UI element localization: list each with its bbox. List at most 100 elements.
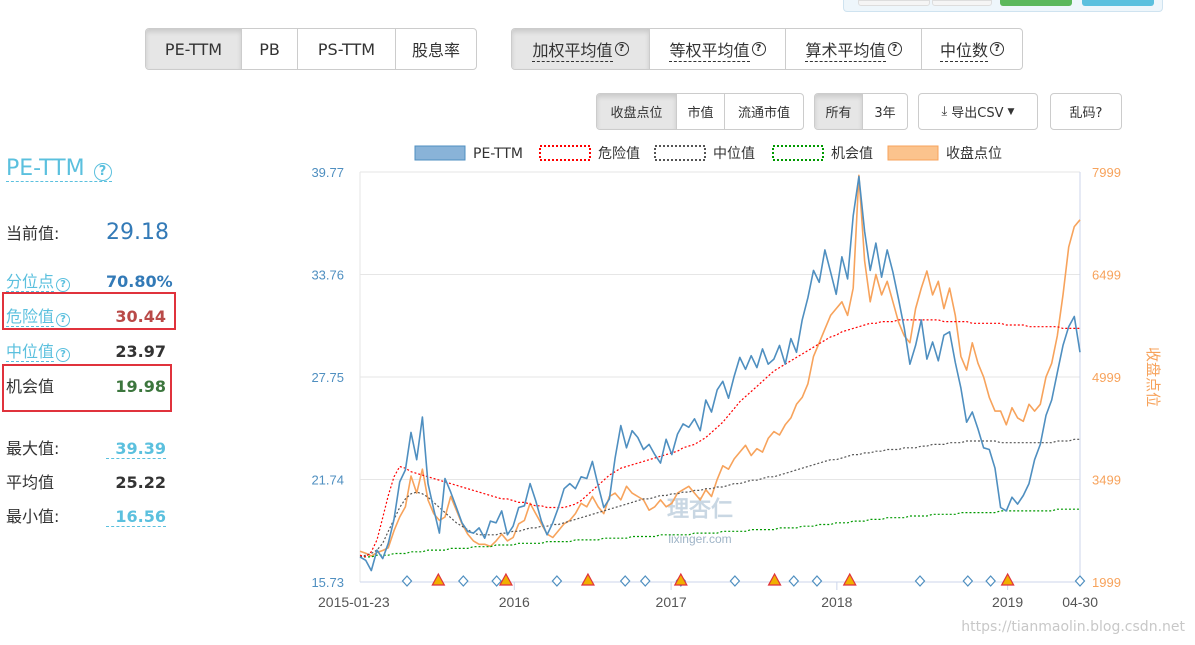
garbled-text-button[interactable]: 乱码? <box>1050 93 1122 130</box>
chance-label: 机会值 <box>6 377 55 396</box>
legend-label-4: 收盘点位 <box>946 145 1002 162</box>
highlight-box-danger <box>2 292 176 330</box>
warning-marker <box>673 572 688 586</box>
help-icon[interactable]: ? <box>887 42 902 56</box>
help-icon[interactable]: ? <box>56 313 71 327</box>
min-value[interactable]: 16.56 <box>106 507 166 527</box>
median-row: 中位值? 23.97 <box>6 338 166 362</box>
help-icon[interactable]: ? <box>751 42 766 56</box>
left-axis-tick-label: 33.76 <box>311 268 344 283</box>
tab-median[interactable]: 中位数? <box>922 29 1022 69</box>
right-axis-tick-label: 3499 <box>1092 473 1121 488</box>
help-icon[interactable]: ? <box>93 163 112 181</box>
stub-button-1[interactable] <box>858 0 930 6</box>
metric-title[interactable]: PE-TTM ? <box>6 156 112 182</box>
info-marker <box>962 575 974 587</box>
info-marker <box>985 575 996 587</box>
toggle-float-market-cap[interactable]: 流通市值 <box>737 106 790 121</box>
range-all[interactable]: 所有 <box>815 94 863 129</box>
toggle-market-cap[interactable]: 市值 <box>677 94 725 129</box>
current-value: 29.18 <box>106 220 169 245</box>
tab-equal-weight-avg-label: 等权平均值 <box>669 37 750 62</box>
x-axis-tick-label: 2019 <box>992 594 1023 610</box>
top-toolbar-stub <box>843 0 1163 12</box>
range-toggle: 所有 3年 <box>814 93 908 130</box>
x-axis-tick-label: 2018 <box>821 594 852 610</box>
tab-pb[interactable]: PB <box>242 29 298 69</box>
help-icon[interactable]: ? <box>614 42 629 56</box>
info-marker <box>619 575 631 587</box>
danger-row: 危险值? 30.44 <box>6 303 166 327</box>
series-line-4 <box>359 174 1081 557</box>
info-marker <box>729 575 741 587</box>
info-marker <box>914 575 926 587</box>
left-axis-tick-label: 39.77 <box>311 165 344 180</box>
min-row: 最小值: 16.56 <box>6 503 166 527</box>
info-marker <box>639 575 651 587</box>
legend-swatch-3 <box>772 145 824 161</box>
range-3y[interactable]: 3年 <box>874 106 896 121</box>
left-axis-tick-label: 15.73 <box>311 575 344 590</box>
avg-value: 25.22 <box>115 473 166 492</box>
legend-label-2: 中位值 <box>713 146 755 162</box>
danger-label[interactable]: 危险值 <box>6 307 55 327</box>
max-row: 最大值: 39.39 <box>6 435 166 459</box>
legend-label-1: 危险值 <box>598 146 640 162</box>
weight-tabs: 加权平均值? 等权平均值? 算术平均值? 中位数? <box>511 28 1023 70</box>
warning-marker <box>431 572 446 586</box>
warning-marker <box>767 572 782 586</box>
tab-equal-weight-avg[interactable]: 等权平均值? <box>650 29 786 69</box>
help-icon[interactable]: ? <box>990 42 1004 56</box>
max-value[interactable]: 39.39 <box>106 439 166 459</box>
tab-weighted-avg-label: 加权平均值 <box>532 37 613 62</box>
export-csv-button[interactable]: ⤓ 导出CSV ▼ <box>918 93 1038 130</box>
chance-value: 19.98 <box>115 377 166 396</box>
right-axis-tick-label: 6499 <box>1092 268 1121 283</box>
legend-swatch-4 <box>887 145 939 161</box>
help-icon[interactable]: ? <box>56 348 71 362</box>
metric-tabs: PE-TTM PB PS-TTM 股息率 <box>145 28 477 70</box>
info-marker <box>1074 575 1086 587</box>
chance-row: 机会值 19.98 <box>6 373 166 397</box>
right-axis-tick-label: 1999 <box>1092 575 1121 590</box>
toggle-close-price[interactable]: 收盘点位 <box>597 94 677 129</box>
index-toggle: 收盘点位 市值 流通市值 <box>596 93 804 130</box>
export-csv-label: 导出CSV <box>951 106 1004 121</box>
legend-label-3: 机会值 <box>831 146 873 162</box>
x-axis-tick-label: 04-30 <box>1062 594 1098 610</box>
median-label[interactable]: 中位值 <box>6 342 55 362</box>
info-marker <box>491 575 502 587</box>
stub-button-green[interactable] <box>1000 0 1072 6</box>
current-value-row: 当前值: 29.18 <box>6 220 169 245</box>
left-axis-tick-label: 27.75 <box>311 370 344 385</box>
tab-dividend-yield[interactable]: 股息率 <box>411 41 460 60</box>
legend-swatch-0 <box>414 145 466 161</box>
warning-marker <box>580 572 595 586</box>
series-line-3 <box>360 508 1080 558</box>
right-axis-tick-label: 4999 <box>1092 370 1121 385</box>
current-value-label: 当前值: <box>6 224 60 243</box>
x-axis-tick-label: 2015-01-23 <box>318 594 390 610</box>
stub-button-2[interactable] <box>932 0 992 6</box>
legend-swatch-1 <box>539 145 591 161</box>
info-marker <box>811 575 823 587</box>
avg-row: 平均值 25.22 <box>6 469 166 493</box>
x-axis-tick-label: 2016 <box>499 594 530 610</box>
percentile-label[interactable]: 分位点 <box>6 272 55 292</box>
stub-button-blue[interactable] <box>1082 0 1154 6</box>
percentile-value: 70.80% <box>106 272 173 291</box>
tab-arithmetic-avg[interactable]: 算术平均值? <box>786 29 922 69</box>
min-label: 最小值: <box>6 507 60 526</box>
tab-ps-ttm[interactable]: PS-TTM <box>298 29 396 69</box>
warning-marker <box>842 572 857 586</box>
tab-weighted-avg[interactable]: 加权平均值? <box>512 29 650 69</box>
avg-label: 平均值 <box>6 473 55 492</box>
legend-label-0: PE-TTM <box>473 146 523 162</box>
help-icon[interactable]: ? <box>56 278 71 292</box>
tab-arithmetic-avg-label: 算术平均值 <box>805 37 886 62</box>
download-icon: ⤓ <box>941 104 948 119</box>
danger-value: 30.44 <box>115 307 166 326</box>
percentile-row: 分位点? 70.80% <box>6 268 173 292</box>
median-value: 23.97 <box>115 342 166 361</box>
tab-pe-ttm[interactable]: PE-TTM <box>146 29 242 69</box>
